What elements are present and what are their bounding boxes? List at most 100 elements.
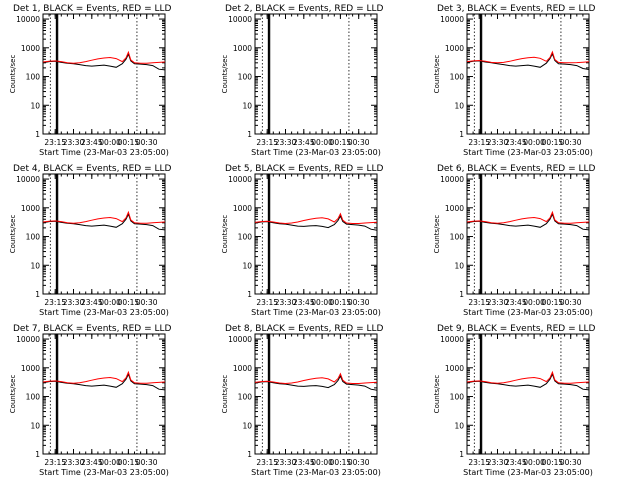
y-tick-label: 10 <box>242 261 252 270</box>
x-tick-label: 00:00 <box>311 298 333 307</box>
plot-frame <box>466 13 590 135</box>
y-axis-label: Counts/sec <box>433 55 441 94</box>
x-tick-label: 00:30 <box>348 458 370 467</box>
plot-frame <box>42 333 166 455</box>
y-tick-label: 10 <box>30 101 40 110</box>
x-tick-label: 23:15 <box>256 458 278 467</box>
x-tick-label: 23:30 <box>487 458 509 467</box>
chart-panel-5: Det 5, BLACK = Events, RED = LLD 1 10 100 10… <box>221 164 384 317</box>
x-tick-label: 23:45 <box>293 458 315 467</box>
x-tick-label: 23:30 <box>275 298 297 307</box>
x-tick-label: 23:15 <box>256 138 278 147</box>
y-tick-label: 10000 <box>16 335 40 344</box>
x-tick-label: 23:45 <box>81 138 103 147</box>
y-tick-label: 1000 <box>21 44 40 53</box>
chart-panel-1: Det 1, BLACK = Events, RED = LLD 1 10 100 10… <box>9 4 172 157</box>
y-tick-label: 10000 <box>228 335 252 344</box>
x-tick-label: 00:30 <box>348 138 370 147</box>
y-tick-label: 1 <box>247 450 252 459</box>
x-tick-label: 00:15 <box>118 138 140 147</box>
x-tick-label: 23:30 <box>275 458 297 467</box>
y-tick-label: 10 <box>454 101 464 110</box>
x-tick-label: 23:15 <box>468 298 490 307</box>
x-tick-label: 00:30 <box>136 458 158 467</box>
y-tick-label: 1 <box>35 450 40 459</box>
y-tick-label: 1000 <box>445 364 464 373</box>
y-tick-label: 10 <box>454 421 464 430</box>
x-tick-label: 23:45 <box>81 298 103 307</box>
y-axis-label: Counts/sec <box>433 215 441 254</box>
x-tick-label: 23:30 <box>63 458 85 467</box>
chart-panel-6: Det 6, BLACK = Events, RED = LLD 1 10 100 10… <box>433 164 596 317</box>
y-tick-label: 10 <box>242 421 252 430</box>
y-tick-label: 10 <box>30 421 40 430</box>
x-tick-label: 00:00 <box>99 138 121 147</box>
x-tick-label: 00:30 <box>560 298 582 307</box>
y-tick-label: 10000 <box>228 15 252 24</box>
y-tick-label: 1 <box>459 130 464 139</box>
x-tick-label: 23:45 <box>293 298 315 307</box>
x-tick-label: 00:30 <box>560 138 582 147</box>
plot-frame <box>42 13 166 135</box>
events-series-line <box>254 374 378 391</box>
y-axis-label: Counts/sec <box>9 215 17 254</box>
x-tick-label: 23:15 <box>44 138 66 147</box>
lld-series-line <box>42 370 166 384</box>
x-tick-label: 00:15 <box>330 458 352 467</box>
x-tick-label: 23:15 <box>468 458 490 467</box>
x-tick-label: 00:00 <box>99 298 121 307</box>
y-axis-label: Counts/sec <box>9 375 17 414</box>
x-tick-label: 23:30 <box>487 298 509 307</box>
y-tick-label: 10000 <box>228 175 252 184</box>
x-tick-label: 00:15 <box>330 298 352 307</box>
y-tick-label: 10000 <box>440 335 464 344</box>
y-tick-label: 1 <box>247 130 252 139</box>
y-tick-label: 10000 <box>16 175 40 184</box>
plot-frame <box>42 173 166 295</box>
x-axis-label: Start Time (23-Mar-03 23:05:00) <box>39 308 169 317</box>
y-tick-label: 1 <box>35 130 40 139</box>
plot-frame <box>254 173 378 295</box>
chart-panel-8: Det 8, BLACK = Events, RED = LLD 1 10 100 10… <box>221 324 384 477</box>
x-tick-label: 00:00 <box>311 138 333 147</box>
y-tick-label: 100 <box>450 393 465 402</box>
x-tick-label: 00:15 <box>542 458 564 467</box>
y-tick-label: 10 <box>242 101 252 110</box>
plot-frame <box>466 173 590 295</box>
y-tick-label: 1000 <box>233 204 252 213</box>
chart-panel-9: Det 9, BLACK = Events, RED = LLD 1 10 100 10… <box>433 324 596 477</box>
chart-panel-4: Det 4, BLACK = Events, RED = LLD 1 10 100 10… <box>9 164 172 317</box>
x-tick-label: 23:30 <box>63 138 85 147</box>
chart-panel-2: Det 2, BLACK = Events, RED = LLD 1 10 100 10… <box>221 4 384 157</box>
lld-series-line <box>466 370 590 384</box>
y-tick-label: 1000 <box>233 364 252 373</box>
x-tick-label: 00:15 <box>118 458 140 467</box>
plot-frame <box>466 333 590 455</box>
x-tick-label: 00:15 <box>330 138 352 147</box>
events-series-line <box>466 372 590 391</box>
x-tick-label: 00:15 <box>118 298 140 307</box>
y-tick-label: 10 <box>454 261 464 270</box>
y-tick-label: 100 <box>26 393 41 402</box>
x-axis-label: Start Time (23-Mar-03 23:05:00) <box>251 468 381 477</box>
chart-title: Det 2, BLACK = Events, RED = LLD <box>225 4 384 14</box>
y-axis-label: Counts/sec <box>433 375 441 414</box>
x-tick-label: 00:00 <box>523 458 545 467</box>
y-tick-label: 1000 <box>21 204 40 213</box>
y-tick-label: 1000 <box>445 204 464 213</box>
x-tick-label: 23:30 <box>63 298 85 307</box>
y-tick-label: 10000 <box>440 175 464 184</box>
lld-series-line <box>254 212 378 225</box>
x-tick-label: 00:00 <box>99 458 121 467</box>
chart-title: Det 9, BLACK = Events, RED = LLD <box>437 324 596 334</box>
y-axis-label: Counts/sec <box>221 215 229 254</box>
x-tick-label: 23:15 <box>44 458 66 467</box>
x-tick-label: 00:00 <box>311 458 333 467</box>
y-tick-label: 1 <box>459 450 464 459</box>
x-tick-label: 23:30 <box>487 138 509 147</box>
events-series-line <box>42 372 166 391</box>
y-tick-label: 100 <box>238 393 253 402</box>
events-series-line <box>42 212 166 231</box>
chart-title: Det 3, BLACK = Events, RED = LLD <box>437 4 596 14</box>
y-axis-label: Counts/sec <box>221 55 229 94</box>
